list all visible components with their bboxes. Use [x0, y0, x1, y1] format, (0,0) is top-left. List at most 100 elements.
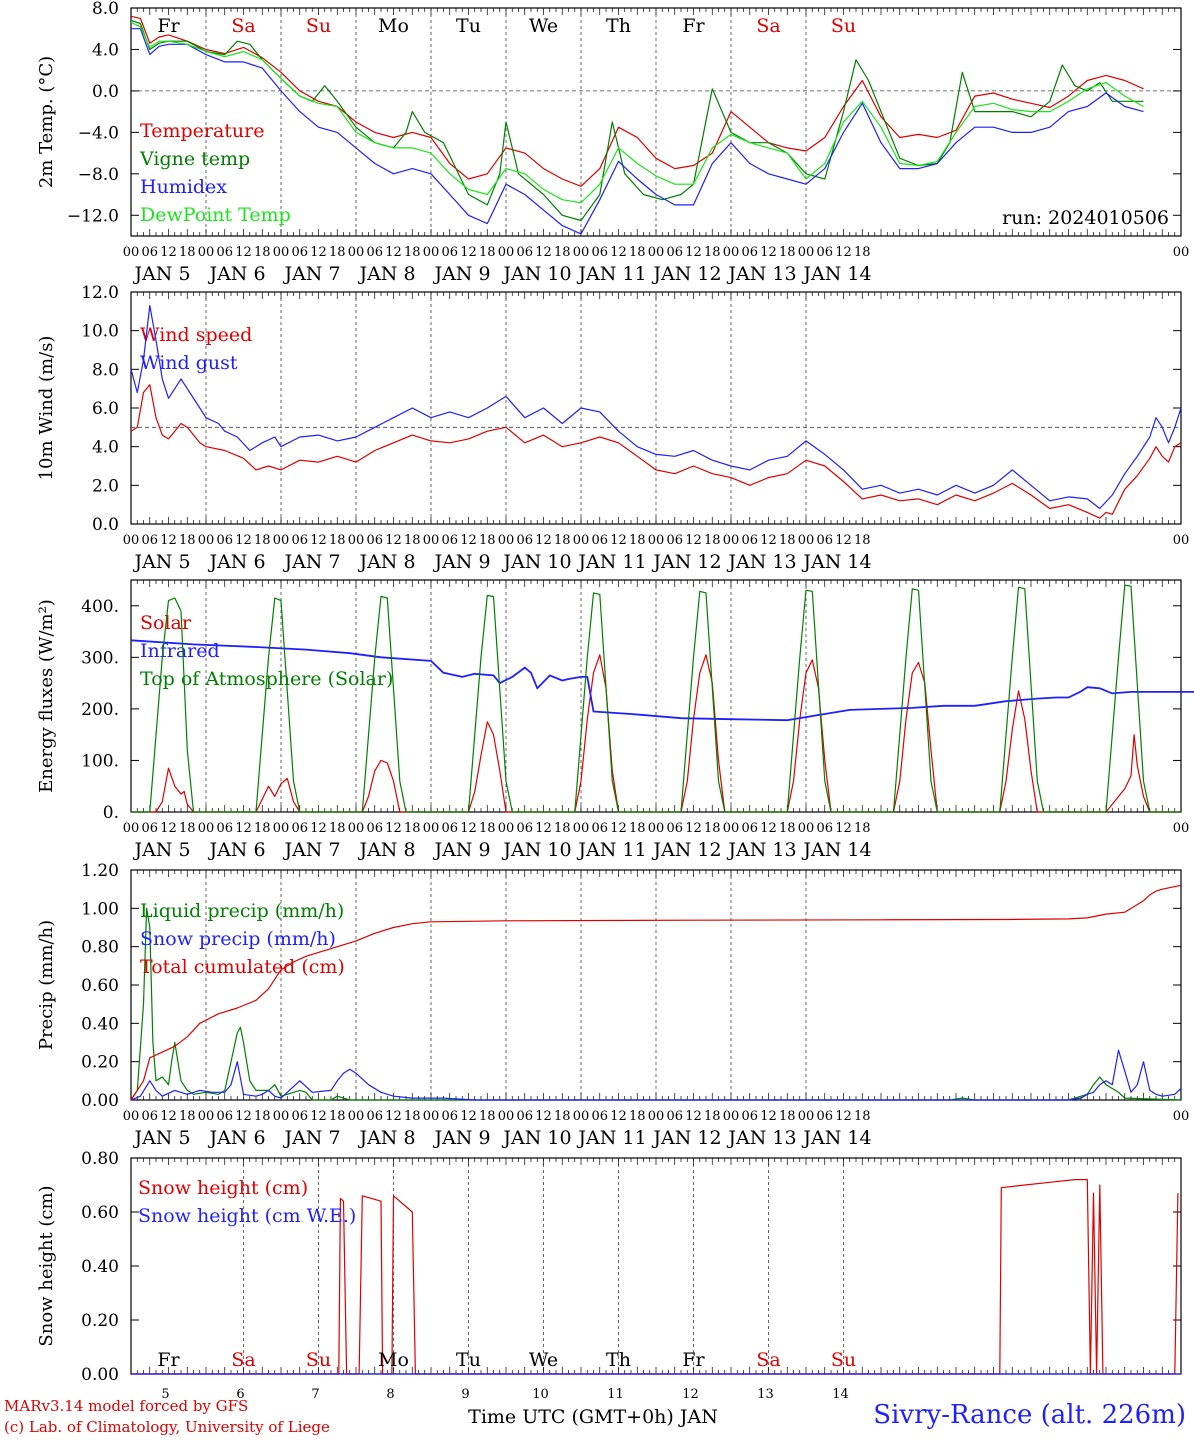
hour-tick-label: 18 — [404, 821, 421, 836]
day-label: JAN 12 — [651, 263, 721, 285]
y-tick-label: 0.20 — [81, 1053, 119, 1073]
hour-tick-label: 00 — [198, 245, 215, 260]
legend-entry: Snow precip (mm/h) — [140, 928, 336, 950]
hour-tick-label: 00 — [798, 245, 815, 260]
hour-tick-label: 18 — [554, 821, 571, 836]
day-label: JAN 11 — [576, 839, 646, 861]
hour-tick-label: 06 — [816, 821, 833, 836]
hour-tick-label: 12 — [460, 1109, 477, 1124]
legend-entry: Humidex — [140, 176, 227, 198]
hour-tick-label: 18 — [779, 821, 796, 836]
hour-tick-label: 18 — [779, 1109, 796, 1124]
hour-tick-label: 06 — [591, 821, 608, 836]
y-tick-label: 0.0 — [92, 515, 119, 535]
y-tick-label: 400. — [81, 597, 119, 617]
weekday-label: Fr — [682, 1349, 705, 1371]
y-axis-label: Snow height (cm) — [36, 1185, 57, 1346]
hour-tick-label: 12 — [310, 821, 327, 836]
hour-tick-label: 06 — [141, 1109, 158, 1124]
y-tick-label: 4.0 — [92, 438, 119, 458]
hour-tick-label: 06 — [216, 533, 233, 548]
hour-tick-label: 06 — [141, 533, 158, 548]
weekday-label: Fr — [682, 15, 705, 37]
hour-tick-label: 18 — [179, 245, 196, 260]
hour-tick-label: 12 — [160, 245, 177, 260]
hour-tick-label: 18 — [479, 821, 496, 836]
legend-entry: Snow height (cm) — [138, 1177, 308, 1199]
y-tick-label: 0.0 — [92, 82, 119, 102]
series-line-2 — [130, 304, 1182, 510]
hour-tick-label: 06 — [366, 245, 383, 260]
hour-tick-label: 00 — [423, 533, 440, 548]
legend-entry: Wind gust — [140, 352, 238, 374]
hour-tick-label: 00 — [123, 245, 140, 260]
hour-tick-label: 06 — [816, 1109, 833, 1124]
series-line-1 — [131, 654, 1181, 813]
hour-tick-label: 18 — [254, 533, 271, 548]
weekday-label: Su — [831, 15, 856, 37]
hour-tick-label: 06 — [591, 533, 608, 548]
hour-tick-label: 06 — [216, 1109, 233, 1124]
weekday-label: Su — [831, 1349, 856, 1371]
hour-tick-label: 12 — [760, 1109, 777, 1124]
legend-entry: Wind speed — [140, 324, 252, 346]
hour-tick-label: 12 — [385, 1109, 402, 1124]
day-label: JAN 13 — [726, 263, 796, 285]
day-label: JAN 9 — [432, 839, 490, 861]
series-line-3 — [130, 884, 1182, 1101]
hour-tick-label: 18 — [629, 533, 646, 548]
weekday-label: Su — [306, 15, 331, 37]
hour-tick-label: 00 — [498, 533, 515, 548]
day-label: JAN 10 — [501, 839, 571, 861]
y-tick-label: 0.80 — [81, 1149, 119, 1169]
hour-tick-label: 12 — [535, 1109, 552, 1124]
day-label: JAN 7 — [282, 839, 340, 861]
hour-tick-label: 06 — [516, 245, 533, 260]
day-label: JAN 11 — [576, 263, 646, 285]
legend-entry: Total cumulated (cm) — [140, 956, 345, 978]
day-label: JAN 6 — [207, 263, 265, 285]
day-label: JAN 11 — [576, 1127, 646, 1149]
hour-tick-label: 00 — [723, 533, 740, 548]
hour-tick-label: 00 — [648, 1109, 665, 1124]
day-label: JAN 6 — [207, 551, 265, 573]
hour-tick-label: 06 — [441, 533, 458, 548]
chart-panel-1: 8.0 4.0 0.0 −4.0 −8.0 −12.0 2m Temp. (°C) Tempe… — [36, 0, 1189, 285]
hour-tick-label: 12 — [760, 245, 777, 260]
y-tick-label: 1.20 — [81, 861, 119, 881]
y-tick-label: 1.00 — [81, 899, 119, 919]
y-tick-label: 0.20 — [81, 1311, 119, 1331]
y-tick-label: 300. — [81, 648, 119, 668]
hour-tick-label: 06 — [516, 533, 533, 548]
hour-tick-label: 00 — [723, 1109, 740, 1124]
day-label: JAN 7 — [282, 551, 340, 573]
legend-entry: Snow height (cm W.E.) — [138, 1205, 356, 1227]
hour-tick-label: 00 — [648, 533, 665, 548]
hour-tick-label: 18 — [554, 1109, 571, 1124]
y-tick-label: −12.0 — [67, 206, 119, 226]
legend-entry: Temperature — [140, 120, 264, 142]
hour-tick-label: 18 — [629, 245, 646, 260]
weekday-label: Mo — [378, 1349, 409, 1371]
day-label: JAN 14 — [801, 1127, 871, 1149]
hour-tick-label: 00 — [348, 245, 365, 260]
hour-tick-label: 06 — [666, 1109, 683, 1124]
series-line-2 — [130, 19, 1144, 222]
hour-tick-label: 12 — [535, 533, 552, 548]
hour-tick-label: 18 — [779, 533, 796, 548]
weekday-label: Sa — [231, 15, 255, 37]
y-tick-label: 10.0 — [81, 322, 119, 342]
hour-tick-label: 12 — [235, 245, 252, 260]
series-line-4 — [130, 21, 1144, 204]
hour-tick-label: 12 — [160, 821, 177, 836]
hour-tick-label: 00 — [648, 245, 665, 260]
day-label: JAN 6 — [207, 839, 265, 861]
hour-tick-label: 06 — [441, 245, 458, 260]
hour-tick-label: 00 — [1173, 245, 1190, 260]
hour-tick-label: 18 — [704, 533, 721, 548]
hour-tick-label: 06 — [816, 245, 833, 260]
day-label: JAN 10 — [501, 1127, 571, 1149]
hour-tick-label: 00 — [498, 821, 515, 836]
hour-tick-label: 18 — [554, 245, 571, 260]
